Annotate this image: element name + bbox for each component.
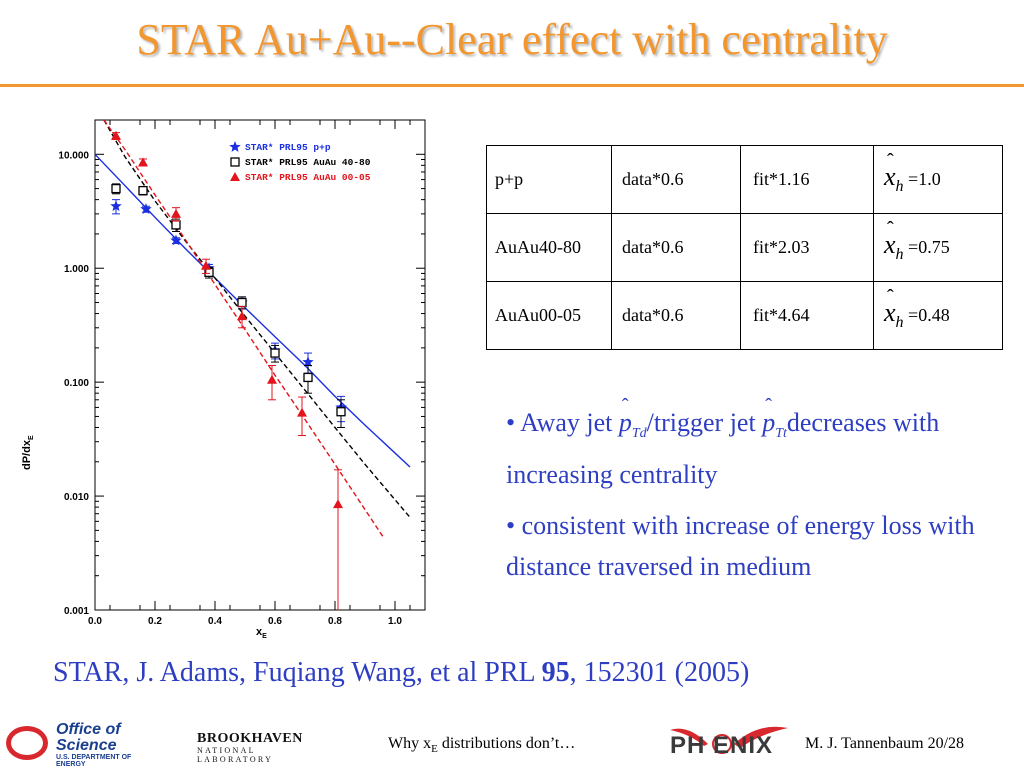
table-row: p+p data*0.6 fit*1.16 ˆ xh =1.0 xyxy=(486,145,1003,214)
xh-symbol: ˆ xh xyxy=(884,218,904,264)
data-scale-cell: data*0.6 xyxy=(611,281,741,350)
footer-topic: Why xE distributions don’t… xyxy=(388,735,576,756)
table-row: AuAu40-80 data*0.6 fit*2.03 ˆ xh =0.75 xyxy=(486,213,1003,282)
x-tick-label: 0.0 xyxy=(88,616,102,627)
phenix-bird-icon xyxy=(670,726,788,754)
citation: STAR, J. Adams, Fuqiang Wang, et al PRL … xyxy=(53,657,750,688)
x-tick-label: 1.0 xyxy=(388,616,402,627)
data-point xyxy=(229,141,241,152)
data-point xyxy=(171,208,181,218)
data-point xyxy=(170,234,182,246)
data-point xyxy=(270,348,280,358)
data-point xyxy=(267,374,277,384)
fit-scale-cell: fit*2.03 xyxy=(740,213,874,282)
phenix-logo: PH ENIX xyxy=(668,722,798,766)
axis-ticks xyxy=(94,119,425,611)
fit-scale-cell: fit*1.16 xyxy=(740,145,874,214)
table-row: AuAu00-05 data*0.6 fit*4.64 ˆ xh =0.48 xyxy=(486,281,1003,350)
bullet-away-jet: • Away jet ˆ pTd/trigger jet ˆ pTtdecrease… xyxy=(506,395,940,490)
p-tt-symbol: ˆ pTt xyxy=(762,395,787,442)
doe-office-of-science-logo: Office of Science U.S. DEPARTMENT OF ENE… xyxy=(6,722,146,768)
xh-value: =0.48 xyxy=(908,305,950,326)
sample-cell: p+p xyxy=(486,145,612,214)
sample-cell: AuAu40-80 xyxy=(486,213,612,282)
data-point xyxy=(110,200,122,212)
data-point xyxy=(302,356,314,367)
sample-cell: AuAu00-05 xyxy=(486,281,612,350)
fit-curve xyxy=(103,119,411,518)
legend-entry: STAR* PRL95 AuAu 00-05 xyxy=(245,172,371,183)
data-point xyxy=(201,260,211,270)
data-point xyxy=(303,372,313,383)
chart-legend: STAR* PRL95 p+p STAR* PRL95 AuAu 40-80 STA… xyxy=(229,141,371,183)
bullet-energy-loss: • consistent with increase of energy los… xyxy=(506,511,975,582)
slide-title: STAR Au+Au--Clear effect with centrality xyxy=(136,15,888,64)
y-tick-labels: 0.001 0.010 0.100 1.000 10.000 xyxy=(58,150,89,617)
x-tick-label: 0.4 xyxy=(208,616,222,627)
data-scale-cell: data*0.6 xyxy=(611,213,741,282)
p-td-symbol: ˆ pTd xyxy=(618,395,647,442)
brookhaven-logo: BROOKHAVEN NATIONAL LABORATORY xyxy=(197,731,303,765)
x-tick-labels: 0.0 0.2 0.4 0.6 0.8 1.0 xyxy=(88,616,402,627)
xh-value: =1.0 xyxy=(908,169,941,190)
legend-entry: STAR* PRL95 p+p xyxy=(245,142,331,153)
data-point xyxy=(237,311,247,321)
data-point xyxy=(138,185,148,196)
y-tick-label: 1.000 xyxy=(64,264,89,275)
data-point xyxy=(230,157,240,167)
footer: Office of Science U.S. DEPARTMENT OF ENE… xyxy=(0,718,1024,768)
xh-value: =0.75 xyxy=(908,237,950,258)
fit-scale-cell: fit*4.64 xyxy=(740,281,874,350)
y-tick-label: 0.100 xyxy=(64,378,89,389)
data-point xyxy=(237,297,247,308)
fit-parameter-table: p+p data*0.6 fit*1.16 ˆ xh =1.0 AuAu40-80… xyxy=(486,145,1003,350)
title-divider xyxy=(0,84,1024,87)
xh-cell: ˆ xh =0.75 xyxy=(873,213,1003,282)
y-tick-label: 0.001 xyxy=(64,606,89,617)
data-point xyxy=(230,172,240,181)
footer-author-page: M. J. Tannenbaum 20/28 xyxy=(805,735,965,752)
data-point xyxy=(297,407,307,417)
y-axis-label: dP/dxE xyxy=(21,435,35,470)
xh-cell: ˆ xh =1.0 xyxy=(873,145,1003,214)
xh-symbol: ˆ xh xyxy=(884,286,904,332)
x-axis-label: xE xyxy=(256,626,267,640)
x-tick-label: 0.8 xyxy=(328,616,342,627)
data-point xyxy=(171,220,181,230)
data-points xyxy=(110,130,347,610)
xh-symbol: ˆ xh xyxy=(884,150,904,196)
bullet-list: • Away jet ˆ pTd/trigger jet ˆ pTtdecrease… xyxy=(506,395,1011,597)
data-point xyxy=(333,499,343,509)
data-point xyxy=(138,157,148,167)
fit-curve xyxy=(94,153,411,468)
fit-curve xyxy=(103,119,384,538)
y-tick-label: 0.010 xyxy=(64,492,89,503)
doe-emblem-icon xyxy=(6,726,48,760)
x-tick-label: 0.6 xyxy=(268,616,282,627)
x-tick-label: 0.2 xyxy=(148,616,162,627)
data-point xyxy=(111,130,121,140)
data-point xyxy=(111,183,121,194)
data-scale-cell: data*0.6 xyxy=(611,145,741,214)
y-tick-label: 10.000 xyxy=(58,150,89,161)
data-point xyxy=(140,203,152,214)
data-point xyxy=(336,407,346,417)
xh-cell: ˆ xh =0.48 xyxy=(873,281,1003,350)
legend-entry: STAR* PRL95 AuAu 40-80 xyxy=(245,157,371,168)
